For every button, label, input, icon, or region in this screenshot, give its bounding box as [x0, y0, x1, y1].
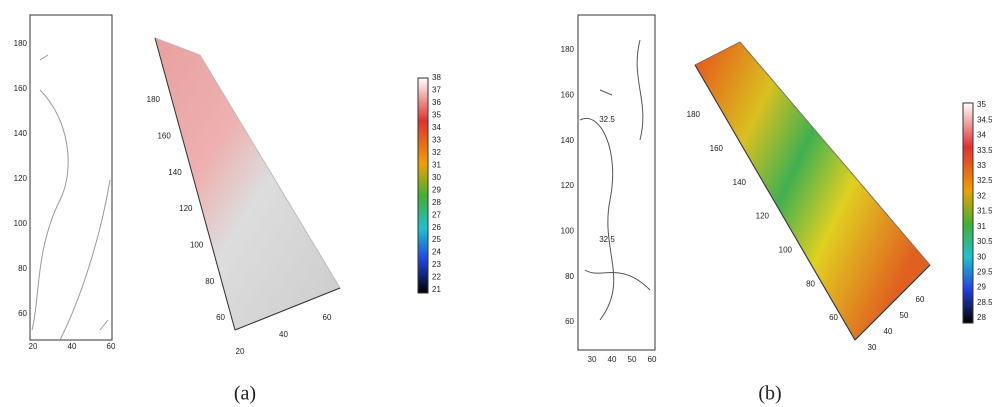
y-tick-label: 60 — [18, 309, 27, 318]
x-tick-label: 60 — [323, 313, 332, 322]
colorbar-label: 35 — [432, 111, 441, 120]
contour-label: 32.5 — [599, 115, 615, 124]
y-tick-label: 80 — [806, 279, 815, 288]
colorbar-label: 29 — [432, 185, 441, 194]
colorbar-label: 33.5 — [977, 146, 992, 155]
colorbar-label: 28.5 — [977, 298, 992, 307]
colorbar-label: 25 — [432, 235, 441, 244]
colorbar-label: 28 — [977, 313, 986, 322]
y-tick-label: 120 — [179, 204, 193, 213]
colorbar-label: 32.5 — [977, 176, 992, 185]
y-tick-label: 180 — [561, 45, 575, 54]
colorbar-label: 35 — [977, 100, 986, 109]
y-tick-label: 140 — [168, 168, 182, 177]
colorbar-label: 32 — [977, 191, 986, 200]
y-tick-label: 100 — [561, 226, 575, 235]
colorbar-label: 31 — [432, 160, 441, 169]
x-tick-label: 40 — [279, 330, 288, 339]
y-tick-label: 60 — [216, 313, 225, 322]
x-tick-label: 50 — [628, 355, 637, 364]
colorbar-label: 31.5 — [977, 207, 992, 216]
x-tick-label: 60 — [916, 295, 925, 304]
y-tick-label: 140 — [733, 178, 747, 187]
colorbar-label: 31 — [977, 222, 986, 231]
contour-lines — [580, 40, 650, 320]
y-tick-label: 80 — [565, 272, 574, 281]
colorbar-label: 26 — [432, 223, 441, 232]
y-tick-label: 100 — [14, 219, 28, 228]
colorbar-label: 34 — [432, 123, 441, 132]
caption: (b) — [758, 383, 781, 405]
x-tick-label: 40 — [608, 355, 617, 364]
colorbar-label: 30 — [432, 173, 441, 182]
colorbar — [963, 103, 973, 323]
y-tick-label: 120 — [756, 212, 770, 221]
y-tick-label: 120 — [561, 181, 575, 190]
y-tick-label: 180 — [687, 110, 701, 119]
x-tick-label: 50 — [900, 311, 909, 320]
caption: (a) — [234, 383, 256, 405]
colorbar-label: 21 — [432, 285, 441, 294]
x-tick-label: 30 — [868, 343, 877, 352]
x-tick-label: 20 — [29, 342, 38, 351]
colorbar-label: 32 — [432, 148, 441, 157]
x-tick-label: 60 — [107, 342, 116, 351]
colorbar-label: 34.5 — [977, 115, 992, 124]
y-tick-label: 60 — [565, 317, 574, 326]
y-tick-label: 140 — [14, 129, 28, 138]
colorbar — [418, 78, 428, 293]
y-tick-label: 180 — [14, 39, 28, 48]
x-tick-label: 40 — [884, 327, 893, 336]
contour-frame — [578, 15, 655, 350]
y-tick-label: 160 — [157, 131, 171, 140]
colorbar-label: 30 — [977, 252, 986, 261]
colorbar-label: 37 — [432, 86, 441, 95]
figure: (a) (b) 180 160 140 120 100 80 60 20 40 60 180 160 1… — [0, 0, 992, 407]
y-tick-label: 180 — [147, 95, 161, 104]
contour-lines — [32, 55, 110, 340]
colorbar-label: 24 — [432, 248, 441, 257]
y-tick-label: 160 — [561, 90, 575, 99]
colorbar-label: 28 — [432, 198, 441, 207]
x-tick-label: 40 — [68, 342, 77, 351]
colorbar-label: 23 — [432, 260, 441, 269]
contour-frame — [30, 15, 112, 340]
colorbar-label: 22 — [432, 273, 441, 282]
y-tick-label: 100 — [190, 240, 204, 249]
colorbar-label: 33 — [977, 161, 986, 170]
y-tick-label: 160 — [14, 84, 28, 93]
colorbar-label: 34 — [977, 131, 986, 140]
surface — [695, 42, 930, 340]
contour-label: 32.5 — [599, 235, 615, 244]
y-tick-label: 60 — [829, 313, 838, 322]
colorbar-label: 30.5 — [977, 237, 992, 246]
y-tick-label: 100 — [779, 245, 793, 254]
colorbar-label: 29.5 — [977, 267, 992, 276]
x-tick-label: 20 — [236, 347, 245, 356]
surface — [155, 38, 340, 330]
colorbar-label: 38 — [432, 73, 441, 82]
y-tick-label: 80 — [205, 277, 214, 286]
x-tick-label: 30 — [588, 355, 597, 364]
y-tick-label: 140 — [561, 136, 575, 145]
y-tick-label: 80 — [18, 264, 27, 273]
x-tick-label: 60 — [648, 355, 657, 364]
y-tick-label: 120 — [14, 174, 28, 183]
colorbar-label: 33 — [432, 135, 441, 144]
colorbar-label: 36 — [432, 98, 441, 107]
colorbar-label: 27 — [432, 210, 441, 219]
colorbar-label: 29 — [977, 283, 986, 292]
y-tick-label: 160 — [710, 144, 724, 153]
